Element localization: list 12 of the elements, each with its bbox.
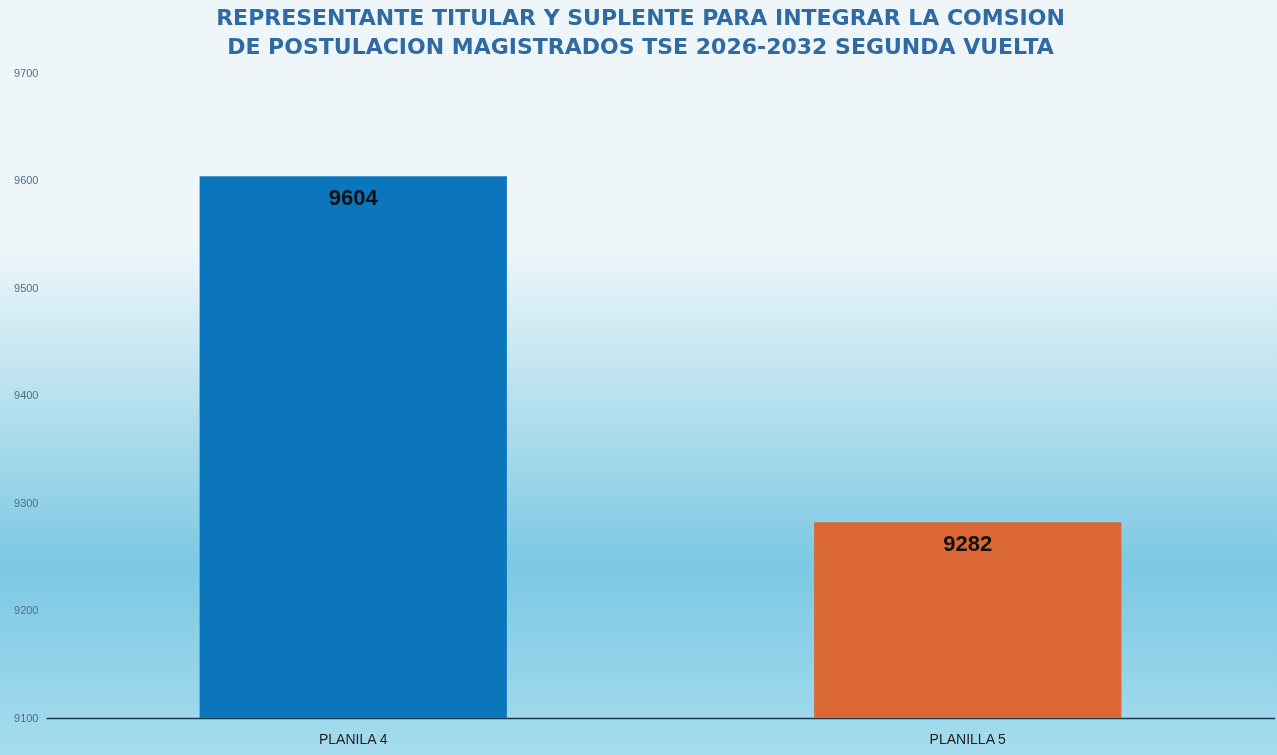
- x-tick-label: PLANILA 4: [319, 730, 388, 747]
- y-tick-label: 9300: [14, 496, 39, 509]
- y-tick-label: 9600: [14, 174, 39, 186]
- data-label: 9604: [328, 185, 379, 211]
- chart-title: REPRESENTANTE TITULAR Y SUPLENTE PARA INTEGRAR LA COMSION DE POSTULACION MAGISTRADOS TSE 2026-2032 SEGUNDA VUELTA: [216, 5, 1065, 59]
- x-tick-label: PLANILLA 5: [929, 730, 1007, 747]
- y-tick-label: 9200: [14, 604, 39, 616]
- y-tick-label: 9400: [14, 389, 39, 401]
- y-tick-label: 9100: [14, 711, 39, 724]
- y-tick-label: 9700: [14, 66, 39, 79]
- data-label: 9282: [943, 531, 993, 557]
- y-tick-label: 9500: [14, 281, 39, 294]
